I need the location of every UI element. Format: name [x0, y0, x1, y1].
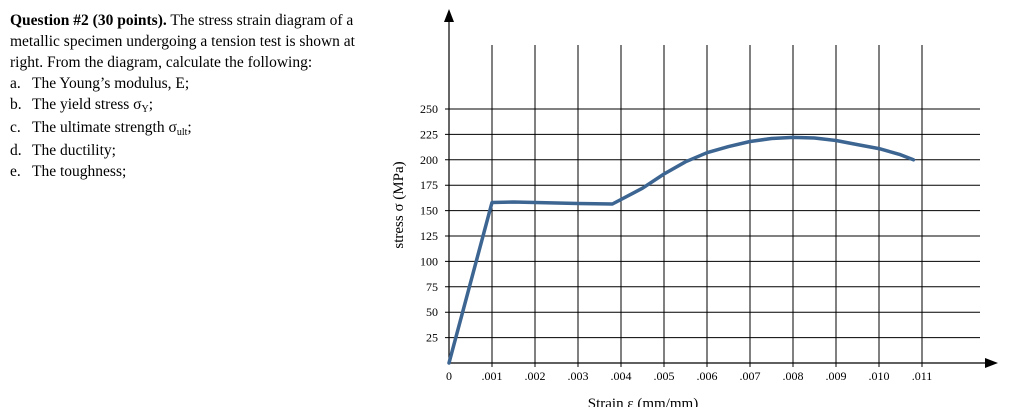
x-tick-label: .009 [826, 369, 847, 383]
item-text: The ultimate strength σ [32, 119, 177, 136]
x-axis-title: Strain ε (mm/mm) [588, 396, 698, 407]
y-tick-label: 125 [420, 229, 438, 243]
x-tick-label: .001 [482, 369, 503, 383]
x-tick-label: .003 [568, 369, 589, 383]
item-letter: e. [10, 163, 21, 180]
question-text: The stress strain diagram of a metallic … [10, 12, 355, 71]
item-subscript: ult [176, 127, 188, 138]
item-letter: c. [10, 119, 21, 136]
y-tick-label: 25 [426, 331, 438, 345]
x-axis-arrow-icon [985, 358, 998, 368]
item-text: The Young’s modulus, E; [32, 75, 190, 92]
question-items: a. The Young’s modulus, E; b. The yield st… [10, 73, 370, 182]
item-subscript: Y [141, 104, 149, 115]
y-tick-label: 100 [420, 254, 438, 268]
y-tick-label: 150 [420, 204, 438, 218]
x-tick-label: .010 [869, 369, 890, 383]
x-tick-label: .011 [912, 369, 933, 383]
y-tick-label: 50 [426, 305, 438, 319]
item-letter: b. [10, 96, 22, 113]
stress-strain-curve [447, 135, 916, 365]
question-item: e. The toughness; [10, 161, 370, 182]
x-tick-label: .008 [783, 369, 804, 383]
question-item: a. The Young’s modulus, E; [10, 73, 370, 94]
item-suffix: ; [148, 96, 154, 113]
y-tick-label: 225 [420, 127, 438, 141]
item-text: The yield stress σ [32, 96, 142, 113]
x-tick-label: .004 [611, 369, 632, 383]
question-heading: Question #2 (30 points). [10, 12, 167, 29]
y-tick-label: 75 [426, 280, 438, 294]
item-letter: a. [10, 75, 21, 92]
question-block: Question #2 (30 points). The stress stra… [10, 10, 370, 182]
x-tick-label: .006 [697, 369, 718, 383]
item-text: The ductility; [32, 142, 116, 159]
item-suffix: ; [187, 119, 192, 136]
y-axis-arrow-icon [444, 9, 454, 22]
x-tick-label: .002 [525, 369, 546, 383]
question-intro: Question #2 (30 points). The stress stra… [10, 10, 370, 73]
question-item: c. The ultimate strength σult; [10, 117, 370, 140]
item-text: The toughness; [32, 163, 127, 180]
x-tick-label: .005 [654, 369, 675, 383]
y-tick-label: 250 [420, 102, 438, 116]
y-tick-label: 175 [420, 178, 438, 192]
item-letter: d. [10, 142, 22, 159]
y-axis-title: stress σ (MPa) [391, 161, 407, 248]
x-tick-label: 0 [446, 369, 452, 383]
question-item: b. The yield stress σY; [10, 94, 370, 117]
y-tick-label: 200 [420, 153, 438, 167]
x-tick-label: .007 [740, 369, 761, 383]
question-item: d. The ductility; [10, 140, 370, 161]
